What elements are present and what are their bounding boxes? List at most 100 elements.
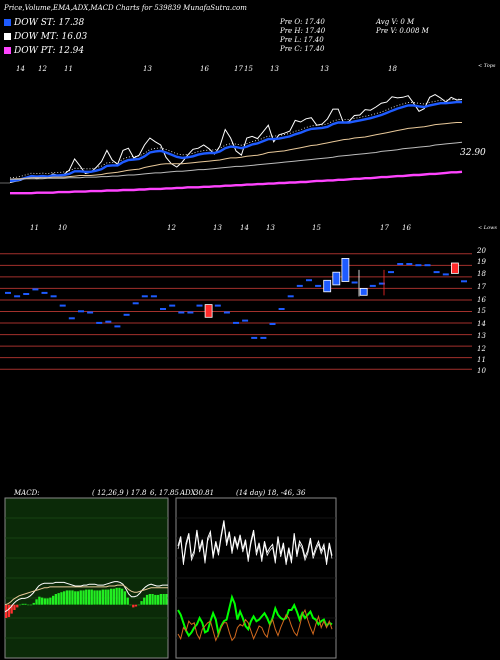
price-candle — [406, 263, 413, 265]
price-candle — [433, 271, 440, 274]
legend-label-st: DOW ST: 17.38 — [14, 18, 85, 28]
ohlc-high: Pre H: 17.40 — [280, 27, 326, 35]
price-candle — [87, 311, 94, 314]
macd-title: MACD: — [14, 489, 40, 497]
macd-histogram-bar — [165, 594, 168, 605]
price-candle — [78, 310, 84, 313]
macd-histogram-bar — [7, 604, 11, 618]
macd-histogram-bar — [60, 592, 63, 605]
price-candle — [114, 325, 121, 328]
legend-dow-pt: DOW PT: 12.94 — [4, 46, 84, 56]
macd-histogram-bar — [85, 589, 88, 605]
price-candle — [251, 336, 258, 339]
macd-histogram-bar — [18, 604, 22, 606]
date-label: 15 — [244, 65, 253, 73]
macd-histogram-bar — [68, 590, 71, 605]
date-label: 11 — [30, 224, 39, 232]
ema-panel — [0, 94, 463, 195]
macd-histogram-bar — [63, 591, 66, 605]
macd-histogram-bar — [154, 594, 157, 605]
legend-label-pt: DOW PT: 12.94 — [14, 46, 85, 56]
price-candle — [269, 323, 276, 325]
price-candle — [341, 257, 350, 282]
price-candle — [378, 282, 385, 285]
macd-histogram-bar — [21, 603, 24, 605]
macd-histogram-bar — [87, 589, 91, 605]
y-tick-label: 15 — [477, 307, 486, 315]
price-candle — [306, 279, 312, 282]
date-label: 17 — [380, 224, 389, 232]
price-candle — [296, 284, 303, 287]
macd-histogram-bar — [129, 604, 132, 606]
price-candle — [397, 263, 404, 265]
price-candle — [178, 311, 185, 314]
price-candle — [169, 304, 176, 307]
adx-series-line — [177, 523, 333, 566]
macd-histogram-bar — [110, 588, 113, 605]
macd-histogram-bar — [40, 597, 44, 605]
date-label: 16 — [200, 65, 209, 73]
ema-series-line — [9, 94, 463, 183]
price-candle — [132, 302, 139, 305]
macd-histogram-bar — [118, 587, 121, 605]
macd-histogram-bar — [107, 589, 110, 605]
date-label: 13 — [213, 224, 222, 232]
macd-values: 6, 17.85 — [150, 489, 179, 497]
macd-histogram-bar — [57, 593, 60, 605]
date-label: 12 — [38, 65, 47, 73]
date-label: 15 — [312, 224, 321, 232]
macd-histogram-bar — [112, 588, 115, 605]
price-candle — [187, 311, 194, 314]
macd-histogram-bar — [156, 594, 160, 605]
price-candle — [450, 262, 459, 274]
adx-title: ADX — [180, 489, 196, 497]
macd-histogram-bar — [143, 597, 146, 605]
legend-dow-st: DOW ST: 17.38 — [4, 18, 84, 28]
date-label: 17 — [234, 65, 243, 73]
price-candle — [23, 293, 30, 295]
date-label: 14 — [16, 65, 25, 73]
macd-histogram-bar — [13, 604, 16, 610]
price-candle — [424, 264, 431, 267]
macd-histogram-bar — [71, 590, 74, 605]
ema-series-line — [10, 170, 463, 195]
tops-tag: < Tops — [478, 63, 496, 69]
price-candle — [278, 308, 285, 310]
price-candle — [332, 271, 341, 286]
price-panel — [0, 253, 472, 370]
macd-histogram-bar — [74, 591, 77, 605]
adx-series-line — [177, 520, 333, 563]
macd-histogram-bar — [126, 597, 129, 605]
macd-overlap-value: 30.81 — [194, 489, 215, 497]
date-label: 13 — [266, 224, 275, 232]
chart-title: Price,Volume,EMA,ADX,MACD Charts for 539… — [4, 4, 247, 12]
price-candle — [260, 336, 267, 339]
date-label: 18 — [388, 65, 397, 73]
y-tick-label: 11 — [477, 356, 486, 364]
macd-histogram-bar — [121, 588, 124, 605]
price-candle — [141, 295, 148, 298]
price-candle — [233, 321, 239, 324]
macd-histogram-bar — [140, 601, 143, 605]
macd-histogram-bar — [134, 604, 138, 607]
ohlc-low: Pre L: 17.40 — [280, 36, 324, 44]
macd-histogram-bar — [148, 594, 151, 605]
price-candle — [223, 311, 230, 314]
lows-tag: < Lows — [478, 225, 497, 231]
macd-histogram-bar — [162, 594, 165, 605]
date-label: 11 — [64, 65, 73, 73]
price-candle — [415, 264, 422, 267]
price-candle — [323, 279, 332, 293]
macd-histogram-bar — [65, 590, 69, 605]
y-tick-label: 18 — [477, 270, 486, 278]
macd-histogram-bar — [82, 590, 85, 605]
macd-histogram-bar — [43, 598, 46, 605]
legend-label-mt: DOW MT: 16.03 — [14, 32, 88, 42]
macd-histogram-bar — [76, 591, 80, 605]
adx-panel — [175, 497, 337, 659]
ohlc-close: Pre C: 17.40 — [280, 45, 325, 53]
price-candle — [287, 295, 294, 298]
price-candle — [461, 280, 467, 283]
price-candle — [14, 295, 21, 298]
